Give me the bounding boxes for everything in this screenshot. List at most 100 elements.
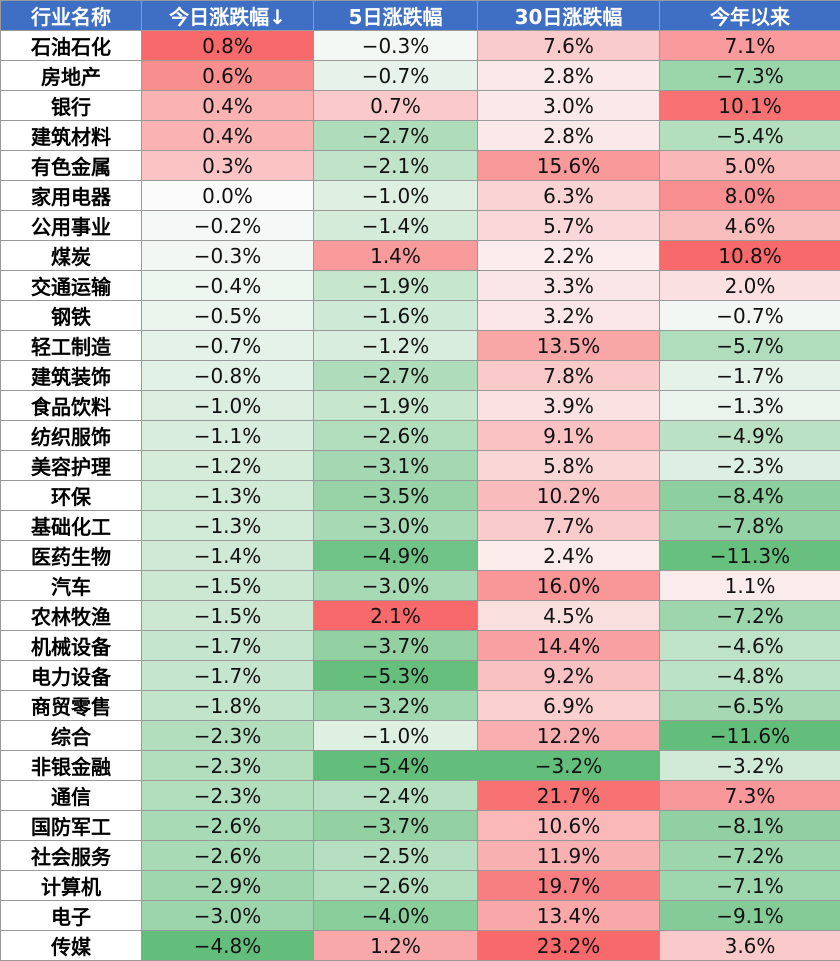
5day-change-cell: −1.6%	[314, 301, 478, 331]
5day-change-cell: −2.5%	[314, 841, 478, 871]
5day-change-cell: −0.7%	[314, 61, 478, 91]
today-change-cell: −2.6%	[142, 811, 314, 841]
today-change-cell: −2.3%	[142, 781, 314, 811]
industry-name-cell: 银行	[1, 91, 142, 121]
30day-change-cell: 13.5%	[478, 331, 660, 361]
table-row: 电力设备−1.7%−5.3%9.2%−4.8%	[1, 661, 840, 691]
today-change-cell: −1.8%	[142, 691, 314, 721]
ytd-change-cell: −8.4%	[660, 481, 840, 511]
table-row: 电子−3.0%−4.0%13.4%−9.1%	[1, 901, 840, 931]
industry-name-cell: 房地产	[1, 61, 142, 91]
30day-change-cell: 14.4%	[478, 631, 660, 661]
30day-change-cell: −3.2%	[478, 751, 660, 781]
industry-name-cell: 石油石化	[1, 31, 142, 61]
industry-name-cell: 电力设备	[1, 661, 142, 691]
industry-name-cell: 国防军工	[1, 811, 142, 841]
today-change-cell: −0.4%	[142, 271, 314, 301]
table-row: 轻工制造−0.7%−1.2%13.5%−5.7%	[1, 331, 840, 361]
30day-change-cell: 3.2%	[478, 301, 660, 331]
5day-change-cell: −3.0%	[314, 511, 478, 541]
industry-name-cell: 美容护理	[1, 451, 142, 481]
5day-change-cell: −3.2%	[314, 691, 478, 721]
5day-change-cell: −3.1%	[314, 451, 478, 481]
ytd-change-cell: 7.3%	[660, 781, 840, 811]
table-row: 传媒−4.8%1.2%23.2%3.6%	[1, 931, 840, 961]
ytd-change-cell: −7.8%	[660, 511, 840, 541]
header-row: 行业名称 今日涨跌幅↓ 5日涨跌幅 30日涨跌幅 今年以来	[1, 1, 840, 31]
5day-change-cell: 2.1%	[314, 601, 478, 631]
5day-change-cell: −4.9%	[314, 541, 478, 571]
table-row: 机械设备−1.7%−3.7%14.4%−4.6%	[1, 631, 840, 661]
today-change-cell: 0.8%	[142, 31, 314, 61]
30day-change-cell: 9.1%	[478, 421, 660, 451]
header-ytd-change[interactable]: 今年以来	[660, 1, 840, 31]
header-today-change[interactable]: 今日涨跌幅↓	[142, 1, 314, 31]
5day-change-cell: −1.9%	[314, 271, 478, 301]
5day-change-cell: −0.3%	[314, 31, 478, 61]
30day-change-cell: 19.7%	[478, 871, 660, 901]
today-change-cell: −1.7%	[142, 631, 314, 661]
30day-change-cell: 4.5%	[478, 601, 660, 631]
today-change-cell: −0.3%	[142, 241, 314, 271]
ytd-change-cell: 10.1%	[660, 91, 840, 121]
ytd-change-cell: −6.5%	[660, 691, 840, 721]
ytd-change-cell: −8.1%	[660, 811, 840, 841]
ytd-change-cell: −4.8%	[660, 661, 840, 691]
ytd-change-cell: −4.6%	[660, 631, 840, 661]
5day-change-cell: −1.2%	[314, 331, 478, 361]
30day-change-cell: 2.8%	[478, 61, 660, 91]
30day-change-cell: 7.8%	[478, 361, 660, 391]
ytd-change-cell: 10.8%	[660, 241, 840, 271]
table-row: 煤炭−0.3%1.4%2.2%10.8%	[1, 241, 840, 271]
header-industry-name[interactable]: 行业名称	[1, 1, 142, 31]
30day-change-cell: 2.2%	[478, 241, 660, 271]
table-row: 美容护理−1.2%−3.1%5.8%−2.3%	[1, 451, 840, 481]
5day-change-cell: −1.0%	[314, 721, 478, 751]
ytd-change-cell: 5.0%	[660, 151, 840, 181]
ytd-change-cell: −9.1%	[660, 901, 840, 931]
header-5day-change[interactable]: 5日涨跌幅	[314, 1, 478, 31]
ytd-change-cell: 1.1%	[660, 571, 840, 601]
30day-change-cell: 6.9%	[478, 691, 660, 721]
5day-change-cell: −2.1%	[314, 151, 478, 181]
table-row: 非银金融−2.3%−5.4%−3.2%−3.2%	[1, 751, 840, 781]
table-row: 医药生物−1.4%−4.9%2.4%−11.3%	[1, 541, 840, 571]
industry-name-cell: 煤炭	[1, 241, 142, 271]
ytd-change-cell: −4.9%	[660, 421, 840, 451]
today-change-cell: −2.3%	[142, 721, 314, 751]
30day-change-cell: 23.2%	[478, 931, 660, 961]
today-change-cell: −2.9%	[142, 871, 314, 901]
header-30day-change[interactable]: 30日涨跌幅	[478, 1, 660, 31]
5day-change-cell: −1.9%	[314, 391, 478, 421]
industry-name-cell: 社会服务	[1, 841, 142, 871]
ytd-change-cell: −0.7%	[660, 301, 840, 331]
table-row: 商贸零售−1.8%−3.2%6.9%−6.5%	[1, 691, 840, 721]
industry-name-cell: 汽车	[1, 571, 142, 601]
30day-change-cell: 5.8%	[478, 451, 660, 481]
today-change-cell: −1.3%	[142, 511, 314, 541]
table-row: 纺织服饰−1.1%−2.6%9.1%−4.9%	[1, 421, 840, 451]
today-change-cell: 0.3%	[142, 151, 314, 181]
today-change-cell: −1.7%	[142, 661, 314, 691]
today-change-cell: 0.0%	[142, 181, 314, 211]
industry-name-cell: 环保	[1, 481, 142, 511]
30day-change-cell: 3.0%	[478, 91, 660, 121]
today-change-cell: −1.5%	[142, 571, 314, 601]
5day-change-cell: −2.7%	[314, 361, 478, 391]
ytd-change-cell: −1.7%	[660, 361, 840, 391]
5day-change-cell: −4.0%	[314, 901, 478, 931]
ytd-change-cell: −5.7%	[660, 331, 840, 361]
ytd-change-cell: −7.2%	[660, 601, 840, 631]
industry-name-cell: 通信	[1, 781, 142, 811]
industry-name-cell: 传媒	[1, 931, 142, 961]
today-change-cell: −1.2%	[142, 451, 314, 481]
industry-name-cell: 计算机	[1, 871, 142, 901]
industry-name-cell: 非银金融	[1, 751, 142, 781]
30day-change-cell: 2.8%	[478, 121, 660, 151]
ytd-change-cell: 3.6%	[660, 931, 840, 961]
industry-name-cell: 钢铁	[1, 301, 142, 331]
table-row: 环保−1.3%−3.5%10.2%−8.4%	[1, 481, 840, 511]
